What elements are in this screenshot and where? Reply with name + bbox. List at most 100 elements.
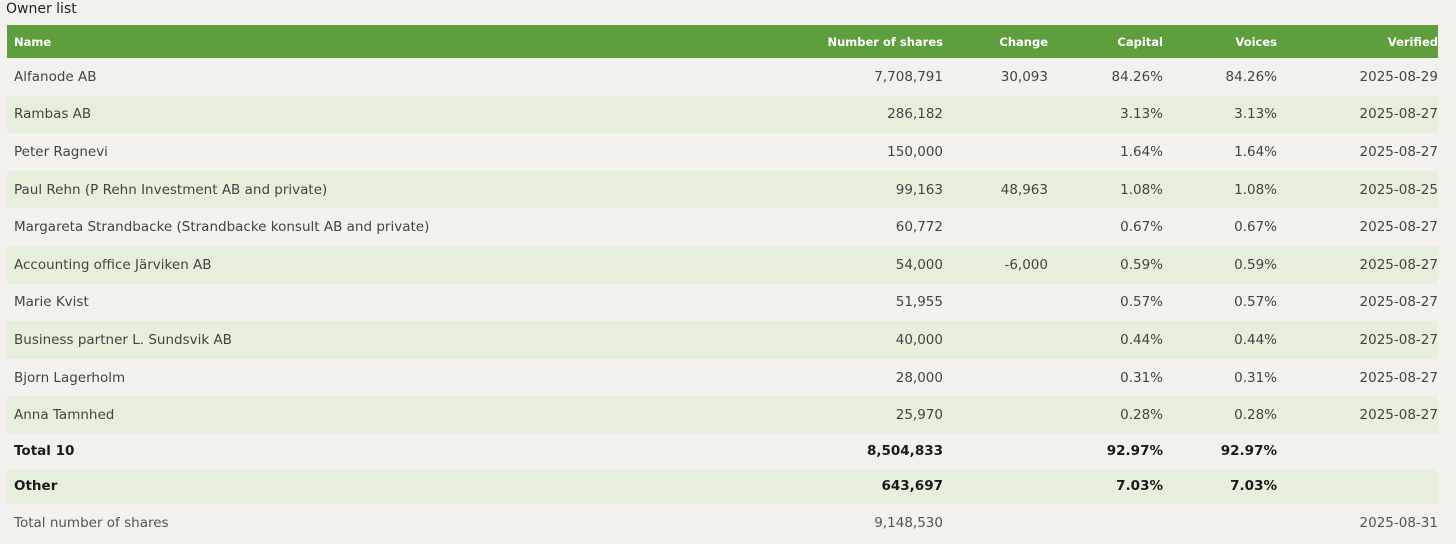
change-cell	[943, 284, 1048, 322]
change-cell	[943, 321, 1048, 359]
change-cell	[943, 396, 1048, 434]
page-title: Owner list	[6, 1, 77, 17]
verified-cell: 2025-08-27	[1359, 369, 1438, 386]
grand-total-verified: 2025-08-31	[1359, 514, 1438, 531]
shares-cell: 7,708,791	[874, 68, 943, 85]
shares-cell: 40,000	[895, 331, 943, 348]
verified-cell: 2025-08-27	[1359, 106, 1438, 123]
shares-cell: 51,955	[895, 294, 943, 311]
table-row: Peter Ragnevi 150,000 1.64% 1.64% 2025-0…	[7, 133, 1438, 171]
total-label: Total 10	[14, 443, 75, 460]
other-voices: 7.03%	[1230, 478, 1277, 495]
shares-cell: 60,772	[895, 219, 943, 236]
table-header-row: Name Number of shares Change Capital Voi…	[7, 25, 1438, 58]
voices-cell: 0.31%	[1234, 369, 1277, 386]
grand-total-change	[943, 504, 1048, 542]
capital-cell: 3.13%	[1120, 106, 1163, 123]
change-cell: 48,963	[1000, 181, 1048, 198]
verified-cell: 2025-08-29	[1359, 68, 1438, 85]
change-cell: 30,093	[1000, 68, 1048, 85]
owner-name: Marie Kvist	[14, 294, 89, 311]
other-verified	[1277, 469, 1438, 504]
column-header-name[interactable]: Name	[14, 34, 52, 49]
capital-cell: 0.57%	[1120, 294, 1163, 311]
column-header-change[interactable]: Change	[999, 34, 1048, 49]
table-row: Paul Rehn (P Rehn Investment AB and priv…	[7, 170, 1438, 209]
table-row: Accounting office Järviken AB 54,000 -6,…	[7, 245, 1438, 284]
capital-cell: 1.08%	[1120, 181, 1163, 198]
owner-name: Alfanode AB	[14, 68, 97, 85]
shares-cell: 99,163	[895, 181, 943, 198]
table-row: Margareta Strandbacke (Strandbacke konsu…	[7, 208, 1438, 246]
change-cell	[943, 133, 1048, 171]
voices-cell: 0.67%	[1234, 219, 1277, 236]
owner-name: Bjorn Lagerholm	[14, 369, 126, 386]
other-label: Other	[14, 478, 58, 495]
column-header-verified[interactable]: Verified	[1387, 34, 1438, 49]
grand-total-capital	[1048, 504, 1163, 542]
capital-cell: 1.64%	[1120, 143, 1163, 160]
shares-cell: 150,000	[887, 143, 943, 160]
total-shares: 8,504,833	[866, 443, 943, 460]
column-header-capital[interactable]: Capital	[1117, 34, 1163, 49]
change-cell: -6,000	[1004, 256, 1048, 273]
verified-cell: 2025-08-27	[1359, 407, 1438, 424]
column-header-voices[interactable]: Voices	[1235, 34, 1277, 49]
capital-cell: 84.26%	[1111, 68, 1163, 85]
owner-name: Peter Ragnevi	[14, 143, 108, 160]
shares-cell: 25,970	[895, 407, 943, 424]
owner-name: Rambas AB	[14, 106, 92, 123]
change-cell	[943, 96, 1048, 134]
capital-cell: 0.59%	[1120, 256, 1163, 273]
verified-cell: 2025-08-27	[1359, 331, 1438, 348]
total-verified	[1277, 434, 1438, 469]
table-row: Marie Kvist 51,955 0.57% 0.57% 2025-08-2…	[7, 283, 1438, 322]
owner-table: Name Number of shares Change Capital Voi…	[7, 25, 1438, 542]
voices-cell: 0.57%	[1234, 294, 1277, 311]
change-cell	[943, 208, 1048, 246]
grand-total-voices	[1163, 504, 1277, 542]
grand-total-shares: 9,148,530	[874, 514, 943, 531]
total-voices: 92.97%	[1220, 443, 1277, 460]
other-shares: 643,697	[881, 478, 944, 495]
grand-total-row: Total number of shares 9,148,530 2025-08…	[7, 503, 1438, 542]
verified-cell: 2025-08-27	[1359, 219, 1438, 236]
voices-cell: 1.64%	[1234, 143, 1277, 160]
other-change	[943, 469, 1048, 504]
verified-cell: 2025-08-25	[1359, 181, 1438, 198]
verified-cell: 2025-08-27	[1359, 256, 1438, 273]
owner-name: Paul Rehn (P Rehn Investment AB and priv…	[14, 181, 328, 198]
table-row: Business partner L. Sundsvik AB 40,000 0…	[7, 321, 1438, 359]
capital-cell: 0.28%	[1120, 407, 1163, 424]
verified-cell: 2025-08-27	[1359, 143, 1438, 160]
capital-cell: 0.44%	[1120, 331, 1163, 348]
voices-cell: 84.26%	[1225, 68, 1277, 85]
shares-cell: 286,182	[887, 106, 943, 123]
capital-cell: 0.31%	[1120, 369, 1163, 386]
table-row: Anna Tamnhed 25,970 0.28% 0.28% 2025-08-…	[7, 396, 1438, 434]
owner-name: Margareta Strandbacke (Strandbacke konsu…	[14, 219, 430, 236]
total-capital: 92.97%	[1106, 443, 1163, 460]
table-row: Rambas AB 286,182 3.13% 3.13% 2025-08-27	[7, 95, 1438, 134]
voices-cell: 3.13%	[1234, 106, 1277, 123]
voices-cell: 0.59%	[1234, 256, 1277, 273]
owner-name: Accounting office Järviken AB	[14, 256, 212, 273]
other-row: Other 643,697 7.03% 7.03%	[7, 468, 1438, 504]
total-row: Total 10 8,504,833 92.97% 92.97%	[7, 433, 1438, 469]
voices-cell: 0.44%	[1234, 331, 1277, 348]
owner-name: Anna Tamnhed	[14, 407, 115, 424]
other-capital: 7.03%	[1116, 478, 1163, 495]
capital-cell: 0.67%	[1120, 219, 1163, 236]
change-cell	[943, 359, 1048, 397]
column-header-shares[interactable]: Number of shares	[827, 34, 943, 49]
table-row: Alfanode AB 7,708,791 30,093 84.26% 84.2…	[7, 58, 1438, 96]
owner-name: Business partner L. Sundsvik AB	[14, 331, 232, 348]
verified-cell: 2025-08-27	[1359, 294, 1438, 311]
total-change	[943, 434, 1048, 469]
table-row: Bjorn Lagerholm 28,000 0.31% 0.31% 2025-…	[7, 358, 1438, 397]
voices-cell: 0.28%	[1234, 407, 1277, 424]
grand-total-label: Total number of shares	[14, 514, 169, 531]
shares-cell: 54,000	[895, 256, 943, 273]
shares-cell: 28,000	[895, 369, 943, 386]
voices-cell: 1.08%	[1234, 181, 1277, 198]
